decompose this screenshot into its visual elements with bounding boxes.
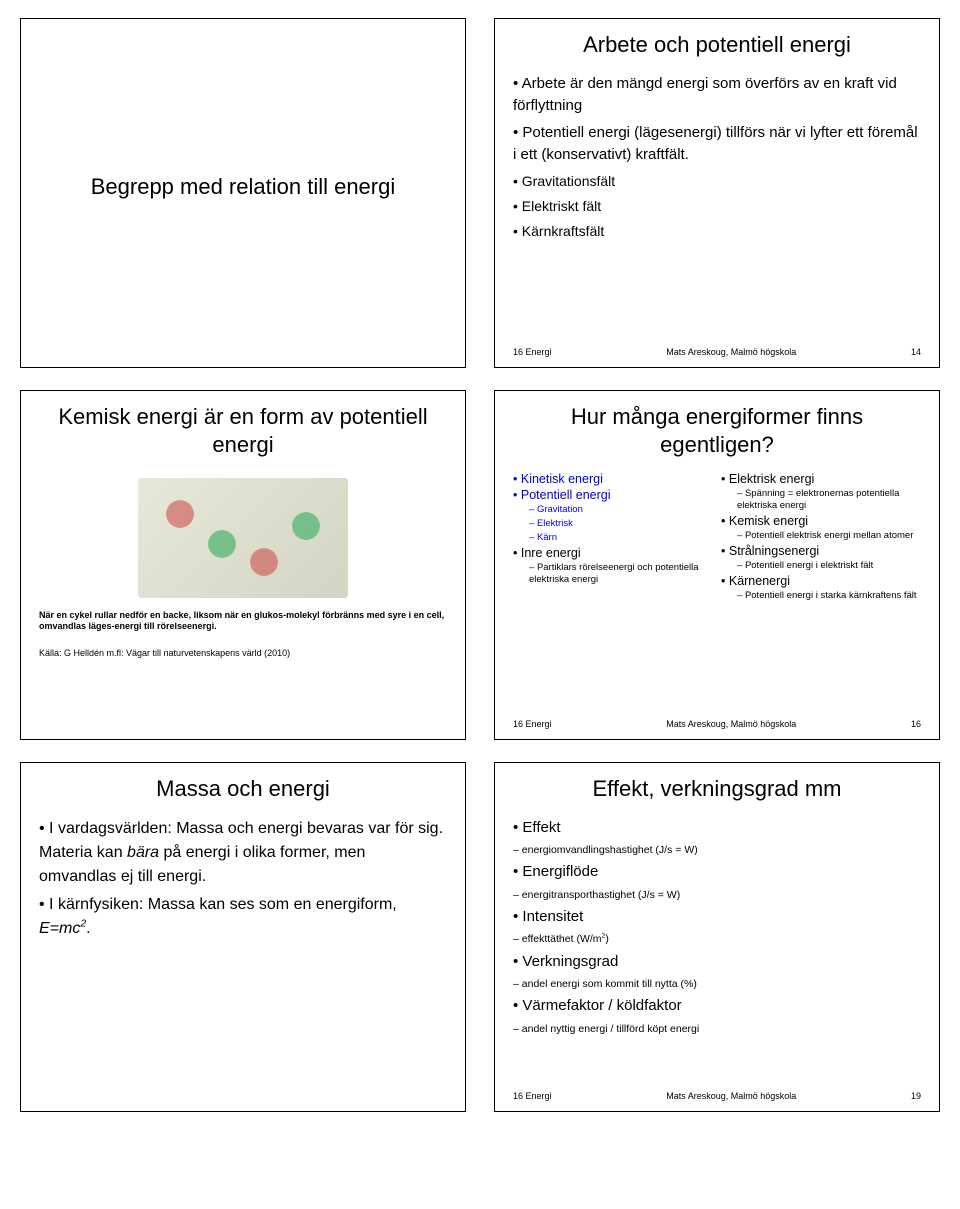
- s4r-karn-sub: Potentiell energi i starka kärnkraftens …: [721, 590, 921, 602]
- slide2-s3: Kärnkraftsfält: [513, 221, 921, 242]
- s4l-potentiell: Potentiell energi: [513, 488, 713, 502]
- slide4-right: Elektrisk energi Spänning = elektronerna…: [721, 472, 921, 603]
- s4r-kemisk-sub: Potentiell elektrisk energi mellan atome…: [721, 530, 921, 542]
- slide-grid: Begrepp med relation till energi Arbete …: [20, 18, 940, 1112]
- s4l-elek: Elektrisk: [513, 518, 713, 530]
- s6-e: Värmefaktor / köldfaktor: [513, 995, 921, 1018]
- s4r-stral-sub: Potentiell energi i elektriskt fält: [721, 560, 921, 572]
- footer-center: Mats Areskoug, Malmö högskola: [666, 347, 796, 357]
- footer-left: 16 Energi: [513, 347, 552, 357]
- s5b1-em: bära: [127, 844, 159, 861]
- footer-left: 16 Energi: [513, 719, 552, 729]
- s4l-inre: Inre energi: [513, 546, 713, 560]
- slide6-body: Effekt energiomvandlingshastighet (J/s =…: [513, 817, 921, 1040]
- slide5-body: I vardagsvärlden: Massa och energi bevar…: [39, 817, 447, 945]
- s6-c1: effekttäthet (W/m2): [513, 932, 921, 946]
- slide2-s1: Gravitationsfält: [513, 171, 921, 192]
- slide-1: Begrepp med relation till energi: [20, 18, 466, 368]
- s4r-elek-sub: Spänning = elektronernas potentiella ele…: [721, 488, 921, 512]
- slide5-b1: I vardagsvärlden: Massa och energi bevar…: [39, 817, 447, 889]
- s6-d1: andel energi som kommit till nytta (%): [513, 977, 921, 991]
- s4l-karn: Kärn: [513, 532, 713, 544]
- s6-c: Intensitet: [513, 906, 921, 929]
- s4r-stral: Strålningsenergi: [721, 544, 921, 558]
- slide4-left: Kinetisk energi Potentiell energi Gravit…: [513, 472, 713, 603]
- slide3-caption: När en cykel rullar nedför en backe, lik…: [39, 610, 447, 632]
- slide5-b2: I kärnfysiken: Massa kan ses som en ener…: [39, 893, 447, 941]
- slide6-title: Effekt, verkningsgrad mm: [513, 775, 921, 803]
- slide2-title: Arbete och potentiell energi: [513, 31, 921, 59]
- slide5-title: Massa och energi: [39, 775, 447, 803]
- slide4-title: Hur många energiformer finns egentligen?: [513, 403, 921, 458]
- slide2-body: Arbete är den mängd energi som överförs …: [513, 73, 921, 342]
- slide3-title: Kemisk energi är en form av potentiell e…: [39, 403, 447, 458]
- s5b2-em: E=mc2: [39, 920, 86, 937]
- slide-3: Kemisk energi är en form av potentiell e…: [20, 390, 466, 740]
- slide-4: Hur många energiformer finns egentligen?…: [494, 390, 940, 740]
- s6-a: Effekt: [513, 817, 921, 840]
- footer-center: Mats Areskoug, Malmö högskola: [666, 719, 796, 729]
- slide2-s2: Elektriskt fält: [513, 196, 921, 217]
- slide3-source: Källa: G Helldén m.fl: Vägar till naturv…: [39, 648, 447, 659]
- footer-page: 14: [911, 347, 921, 357]
- slide3-figure: [138, 478, 348, 598]
- slide3-caption-text: När en cykel rullar nedför en backe, lik…: [39, 610, 444, 631]
- footer-page: 19: [911, 1091, 921, 1101]
- slide2-footer: 16 Energi Mats Areskoug, Malmö högskola …: [513, 341, 921, 357]
- slide1-title: Begrepp med relation till energi: [91, 173, 396, 201]
- footer-left: 16 Energi: [513, 1091, 552, 1101]
- slide4-cols: Kinetisk energi Potentiell energi Gravit…: [513, 472, 921, 603]
- slide-5: Massa och energi I vardagsvärlden: Massa…: [20, 762, 466, 1112]
- slide-6: Effekt, verkningsgrad mm Effekt energiom…: [494, 762, 940, 1112]
- slide2-b1: Arbete är den mängd energi som överförs …: [513, 73, 921, 118]
- s5b2-post: .: [86, 920, 90, 937]
- s6-b1: energitransporthastighet (J/s = W): [513, 888, 921, 902]
- s4r-kemisk: Kemisk energi: [721, 514, 921, 528]
- footer-page: 16: [911, 719, 921, 729]
- s4l-inre-sub: Partiklars rörelseenergi och potentiella…: [513, 562, 713, 586]
- footer-center: Mats Areskoug, Malmö högskola: [666, 1091, 796, 1101]
- s6-e1: andel nyttig energi / tillförd köpt ener…: [513, 1022, 921, 1036]
- s6-d: Verkningsgrad: [513, 951, 921, 974]
- slide4-footer: 16 Energi Mats Areskoug, Malmö högskola …: [513, 713, 921, 729]
- s4r-elek: Elektrisk energi: [721, 472, 921, 486]
- slide-2: Arbete och potentiell energi Arbete är d…: [494, 18, 940, 368]
- s4l-grav: Gravitation: [513, 504, 713, 516]
- slide6-footer: 16 Energi Mats Areskoug, Malmö högskola …: [513, 1085, 921, 1101]
- slide2-b2: Potentiell energi (lägesenergi) tillförs…: [513, 122, 921, 167]
- slide1-body: Begrepp med relation till energi: [39, 31, 447, 357]
- s4l-kinetisk: Kinetisk energi: [513, 472, 713, 486]
- s6-a1: energiomvandlingshastighet (J/s = W): [513, 843, 921, 857]
- s6-b: Energiflöde: [513, 861, 921, 884]
- s4r-karn: Kärnenergi: [721, 574, 921, 588]
- s5b2-pre: I kärnfysiken: Massa kan ses som en ener…: [49, 896, 397, 913]
